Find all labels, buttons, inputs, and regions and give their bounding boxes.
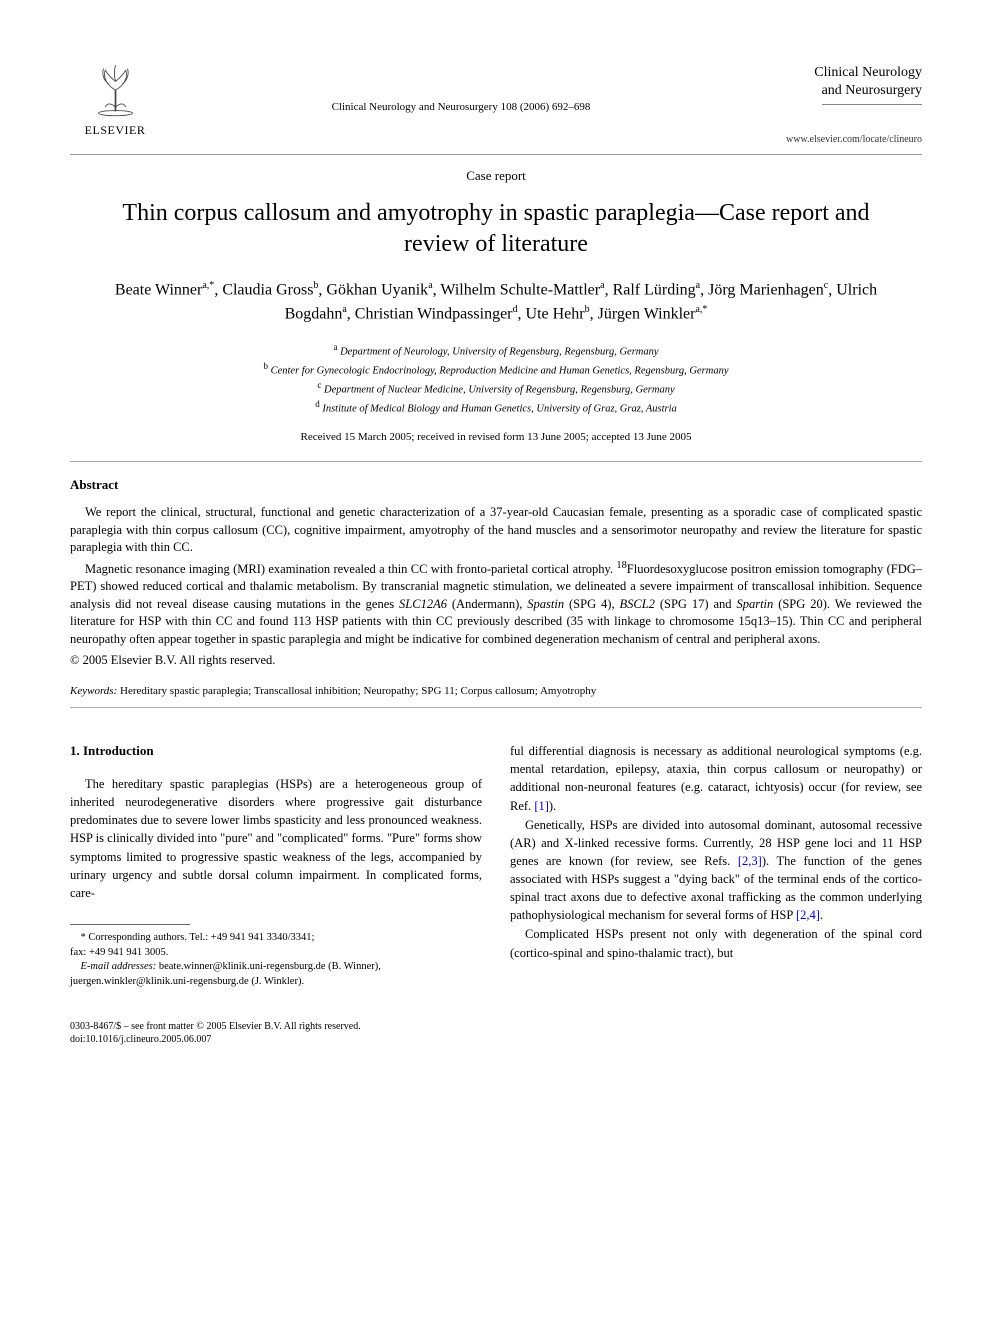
journal-reference: Clinical Neurology and Neurosurgery 108 … [160, 60, 762, 115]
header-row: ELSEVIER Clinical Neurology and Neurosur… [70, 60, 922, 146]
doi-line: doi:10.1016/j.clineuro.2005.06.007 [70, 1033, 922, 1046]
abstract-top-rule [70, 461, 922, 462]
footnotes: * Corresponding authors. Tel.: +49 941 9… [70, 931, 482, 990]
intro-para3: Complicated HSPs present not only with d… [510, 925, 922, 961]
header-rule [70, 154, 922, 155]
keywords: Keywords: Hereditary spastic paraplegia;… [70, 684, 922, 699]
journal-url[interactable]: www.elsevier.com/locate/clineuro [762, 133, 922, 146]
footnote-corresponding: * Corresponding authors. Tel.: +49 941 9… [70, 931, 482, 946]
abstract-para2: Magnetic resonance imaging (MRI) examina… [70, 559, 922, 649]
article-type: Case report [70, 167, 922, 185]
issn-line: 0303-8467/$ – see front matter © 2005 El… [70, 1020, 922, 1033]
journal-title-line1: Clinical Neurology [762, 64, 922, 82]
column-left: 1. Introduction The hereditary spastic p… [70, 742, 482, 989]
article-dates: Received 15 March 2005; received in revi… [70, 430, 922, 445]
abstract-para1: We report the clinical, structural, func… [70, 504, 922, 557]
body-columns: 1. Introduction The hereditary spastic p… [70, 742, 922, 989]
column-right: ful differential diagnosis is necessary … [510, 742, 922, 989]
abstract-body: We report the clinical, structural, func… [70, 504, 922, 670]
footnote-rule [70, 924, 190, 925]
keywords-label: Keywords: [70, 685, 117, 697]
abstract-bottom-rule [70, 707, 922, 708]
section-heading-intro: 1. Introduction [70, 742, 482, 761]
elsevier-tree-icon [88, 60, 143, 120]
article-title: Thin corpus callosum and amyotrophy in s… [110, 198, 882, 260]
publisher-logo: ELSEVIER [70, 60, 160, 139]
publisher-name: ELSEVIER [85, 122, 146, 139]
journal-title-line2: and Neurosurgery [822, 82, 922, 105]
abstract-copyright: © 2005 Elsevier B.V. All rights reserved… [70, 652, 922, 670]
footnote-emails: E-mail addresses: beate.winner@klinik.un… [70, 960, 482, 989]
journal-title-box: Clinical Neurology and Neurosurgery www.… [762, 60, 922, 146]
bottom-meta: 0303-8467/$ – see front matter © 2005 El… [70, 1020, 922, 1046]
abstract-heading: Abstract [70, 476, 922, 494]
intro-para2: Genetically, HSPs are divided into autos… [510, 816, 922, 925]
intro-para1-cont: ful differential diagnosis is necessary … [510, 742, 922, 815]
affiliations: a Department of Neurology, University of… [70, 341, 922, 418]
footnote-fax: fax: +49 941 941 3005. [70, 946, 482, 961]
authors: Beate Winnera,*, Claudia Grossb, Gökhan … [80, 278, 912, 327]
keywords-text: Hereditary spastic paraplegia; Transcall… [120, 685, 596, 697]
intro-para1: The hereditary spastic paraplegias (HSPs… [70, 775, 482, 902]
